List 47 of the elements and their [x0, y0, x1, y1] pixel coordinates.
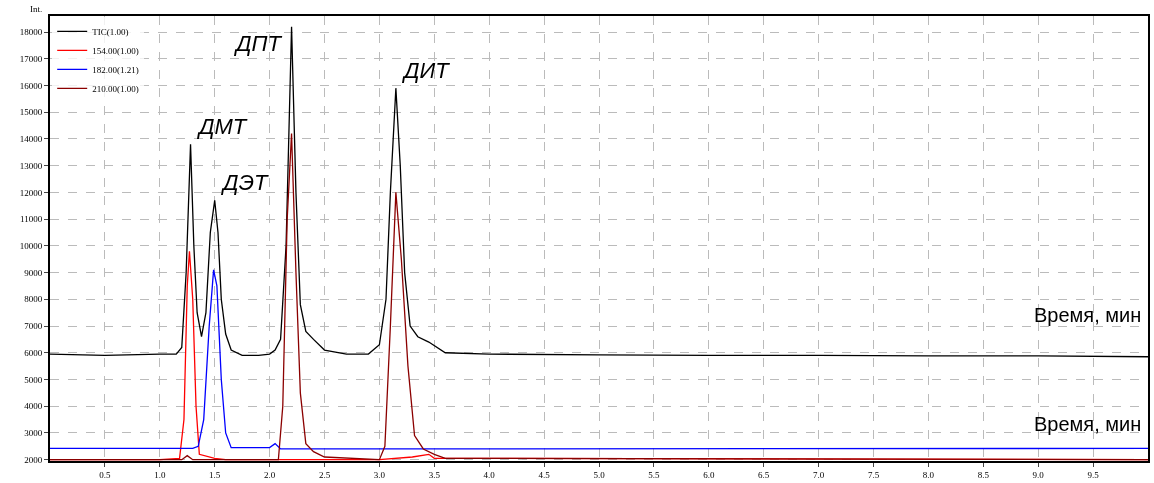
- y-tick-label: 2000: [24, 454, 43, 465]
- x-tick-label: 4.5: [538, 469, 551, 480]
- y-tick-label: 8000: [24, 294, 43, 305]
- y-tick-label: 11000: [20, 214, 43, 225]
- annotation: ДЭТ: [220, 170, 269, 195]
- x-tick-label: 5.0: [593, 469, 606, 480]
- x-tick-label: 5.5: [648, 469, 661, 480]
- legend-label: TIC(1.00): [92, 26, 129, 37]
- x-tick-label: 1.0: [154, 469, 166, 480]
- x-tick-label: 3.0: [373, 469, 386, 480]
- y-tick-label: 15000: [19, 107, 43, 118]
- y-tick-label: 5000: [24, 374, 43, 385]
- y-axis-title: Int.: [30, 4, 43, 14]
- y-tick-label: 6000: [24, 347, 43, 358]
- x-tick-label: 8.5: [977, 469, 990, 480]
- y-tick-label: 9000: [24, 267, 43, 278]
- y-tick-label: 13000: [19, 160, 43, 171]
- x-tick-label: 7.5: [867, 469, 880, 480]
- y-tick-label: 10000: [19, 241, 43, 251]
- x-tick-label: 9.0: [1032, 469, 1045, 480]
- legend-label: 182.00(1.21): [92, 64, 139, 75]
- x-tick-label: 3.5: [428, 469, 441, 480]
- y-tick-label: 16000: [19, 80, 43, 91]
- annotation: ДИТ: [401, 58, 451, 83]
- x-tick-label: 7.0: [812, 469, 825, 480]
- x-tick-label: 2.0: [263, 469, 276, 480]
- y-tick-label: 7000: [24, 321, 43, 332]
- x-tick-label: 2.5: [318, 469, 331, 480]
- legend-label: 154.00(1.00): [92, 45, 139, 56]
- x-tick-label: 1.5: [209, 469, 221, 480]
- annotation: ДПТ: [233, 31, 283, 56]
- y-tick-label: 18000: [19, 27, 43, 38]
- x-tick-label: 8.0: [922, 469, 935, 480]
- x-tick-label: 6.5: [758, 469, 770, 480]
- x-tick-label: 0.5: [99, 469, 112, 480]
- y-tick-label: 14000: [19, 134, 43, 145]
- annotation: Время, мин: [1034, 413, 1142, 435]
- y-tick-label: 4000: [24, 401, 43, 412]
- annotation: ДМТ: [196, 114, 248, 139]
- x-tick-label: 6.0: [703, 469, 715, 480]
- x-tick-label: 9.5: [1087, 469, 1100, 480]
- annotation: Время, мин: [1034, 304, 1142, 326]
- y-tick-label: 17000: [19, 53, 43, 64]
- y-tick-label: 12000: [19, 187, 43, 198]
- y-tick-label: 3000: [24, 428, 43, 439]
- x-tick-label: 4.0: [483, 469, 496, 480]
- legend-label: 210.00(1.00): [92, 83, 139, 94]
